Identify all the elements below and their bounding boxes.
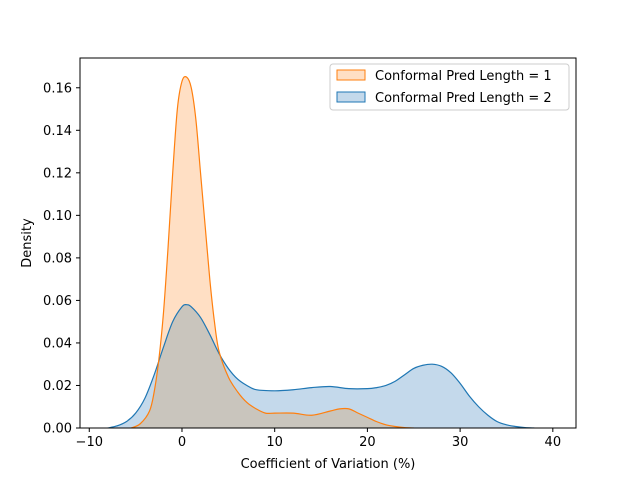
- x-tick-label: −10: [76, 435, 103, 450]
- y-axis-label: Density: [20, 218, 35, 268]
- y-tick-label: 0.00: [43, 422, 72, 437]
- plot-frame: [79, 57, 577, 429]
- legend-label-length-2: Conformal Pred Length = 2: [375, 91, 552, 106]
- legend-box: [329, 63, 570, 111]
- legend: Conformal Pred Length = 1 Conformal Pred…: [329, 63, 570, 111]
- x-tick-label: 30: [452, 435, 469, 450]
- plot-area: [107, 76, 535, 428]
- y-tick-label: 0.04: [43, 336, 72, 351]
- y-tick-label: 0.06: [43, 294, 72, 309]
- x-tick-label: 40: [545, 435, 562, 450]
- y-axis: 0.00 0.02 0.04 0.06 0.08 0.10 0.12 0.14 0.16: [43, 81, 80, 437]
- x-axis-label: Coefficient of Variation (%): [241, 457, 416, 472]
- x-tick-label: 0: [178, 435, 186, 450]
- y-tick-label: 0.02: [43, 379, 72, 394]
- y-tick-label: 0.08: [43, 251, 72, 266]
- y-tick-label: 0.12: [43, 166, 72, 181]
- x-tick-label: 20: [359, 435, 376, 450]
- y-tick-label: 0.14: [43, 124, 72, 139]
- y-tick-label: 0.16: [43, 81, 72, 96]
- area-overlap: [130, 304, 414, 428]
- legend-swatch-length-2: [336, 91, 366, 103]
- x-tick-label: 10: [266, 435, 283, 450]
- line-length-1: [130, 76, 414, 428]
- legend-label-length-1: Conformal Pred Length = 1: [375, 69, 552, 84]
- y-tick-label: 0.10: [43, 209, 72, 224]
- line-length-2: [107, 303, 535, 428]
- x-axis: −10 0 10 20 30 40: [76, 428, 562, 450]
- legend-swatch-length-1: [336, 69, 366, 81]
